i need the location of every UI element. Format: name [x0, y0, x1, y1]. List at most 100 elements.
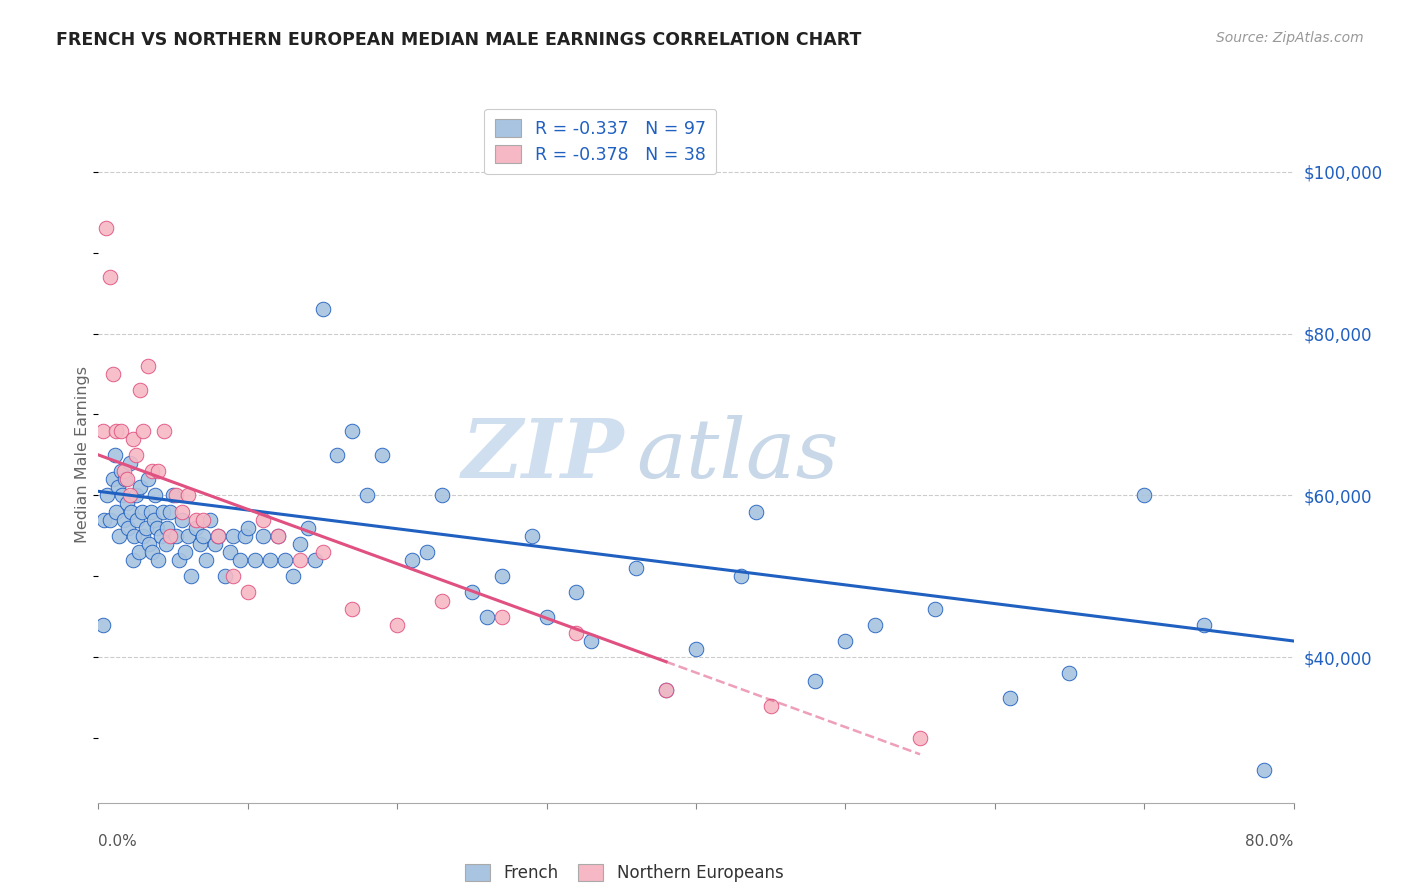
Point [115, 472, 138, 486]
Point [214, 569, 236, 583]
Point [177, 488, 200, 502]
Point [222, 529, 245, 543]
Point [252, 529, 274, 543]
Point [117, 521, 139, 535]
Point [124, 529, 146, 543]
Point [491, 609, 513, 624]
Point [219, 545, 242, 559]
Point [118, 488, 141, 502]
Point [565, 626, 588, 640]
Point [191, 529, 214, 543]
Y-axis label: Median Male Earnings: Median Male Earnings [75, 367, 90, 543]
Text: atlas: atlas [637, 415, 838, 495]
Point [565, 585, 588, 599]
Point [924, 601, 946, 615]
Point [430, 488, 453, 502]
Point [112, 513, 135, 527]
Point [110, 424, 132, 438]
Point [165, 529, 187, 543]
Point [267, 529, 290, 543]
Point [191, 513, 214, 527]
Point [311, 302, 333, 317]
Point [536, 609, 558, 624]
Point [142, 513, 165, 527]
Point [184, 513, 207, 527]
Point [342, 424, 364, 438]
Point [356, 488, 378, 502]
Point [129, 480, 152, 494]
Point [1059, 666, 1081, 681]
Point [207, 529, 229, 543]
Point [118, 456, 141, 470]
Point [165, 488, 187, 502]
Point [103, 472, 125, 486]
Point [267, 529, 290, 543]
Point [730, 569, 752, 583]
Point [311, 545, 333, 559]
Point [204, 537, 226, 551]
Point [233, 529, 256, 543]
Point [180, 569, 202, 583]
Point [385, 617, 409, 632]
Point [138, 537, 160, 551]
Point [114, 472, 136, 486]
Point [865, 617, 887, 632]
Text: 80.0%: 80.0% [1246, 834, 1294, 849]
Point [131, 504, 153, 518]
Point [159, 504, 181, 518]
Text: Source: ZipAtlas.com: Source: ZipAtlas.com [1216, 31, 1364, 45]
Point [430, 593, 453, 607]
Point [834, 634, 856, 648]
Point [141, 545, 163, 559]
Point [188, 537, 211, 551]
Point [342, 601, 364, 615]
Point [998, 690, 1021, 705]
Point [245, 553, 267, 567]
Point [304, 553, 326, 567]
Point [156, 521, 179, 535]
Point [110, 464, 132, 478]
Point [759, 698, 782, 713]
Point [100, 269, 122, 284]
Point [150, 529, 173, 543]
Point [136, 359, 159, 373]
Point [174, 545, 197, 559]
Point [475, 609, 498, 624]
Point [159, 529, 181, 543]
Point [141, 464, 163, 478]
Point [195, 553, 218, 567]
Point [125, 448, 148, 462]
Point [145, 521, 167, 535]
Point [148, 464, 170, 478]
Point [259, 553, 281, 567]
Point [236, 521, 259, 535]
Text: FRENCH VS NORTHERN EUROPEAN MEDIAN MALE EARNINGS CORRELATION CHART: FRENCH VS NORTHERN EUROPEAN MEDIAN MALE … [56, 31, 862, 49]
Point [371, 448, 394, 462]
Point [200, 513, 222, 527]
Legend: French, Northern Europeans: French, Northern Europeans [458, 857, 790, 888]
Point [520, 529, 543, 543]
Point [128, 545, 150, 559]
Point [120, 504, 142, 518]
Point [153, 424, 176, 438]
Point [229, 553, 252, 567]
Point [177, 529, 200, 543]
Point [172, 504, 194, 518]
Point [100, 513, 122, 527]
Point [111, 488, 134, 502]
Point [139, 504, 162, 518]
Point [107, 480, 129, 494]
Point [96, 488, 118, 502]
Point [108, 529, 131, 543]
Point [103, 367, 125, 381]
Point [655, 682, 678, 697]
Point [236, 585, 259, 599]
Point [804, 674, 827, 689]
Point [288, 553, 311, 567]
Point [91, 424, 114, 438]
Point [461, 585, 484, 599]
Point [105, 424, 128, 438]
Point [1133, 488, 1156, 502]
Point [104, 448, 127, 462]
Point [129, 383, 152, 397]
